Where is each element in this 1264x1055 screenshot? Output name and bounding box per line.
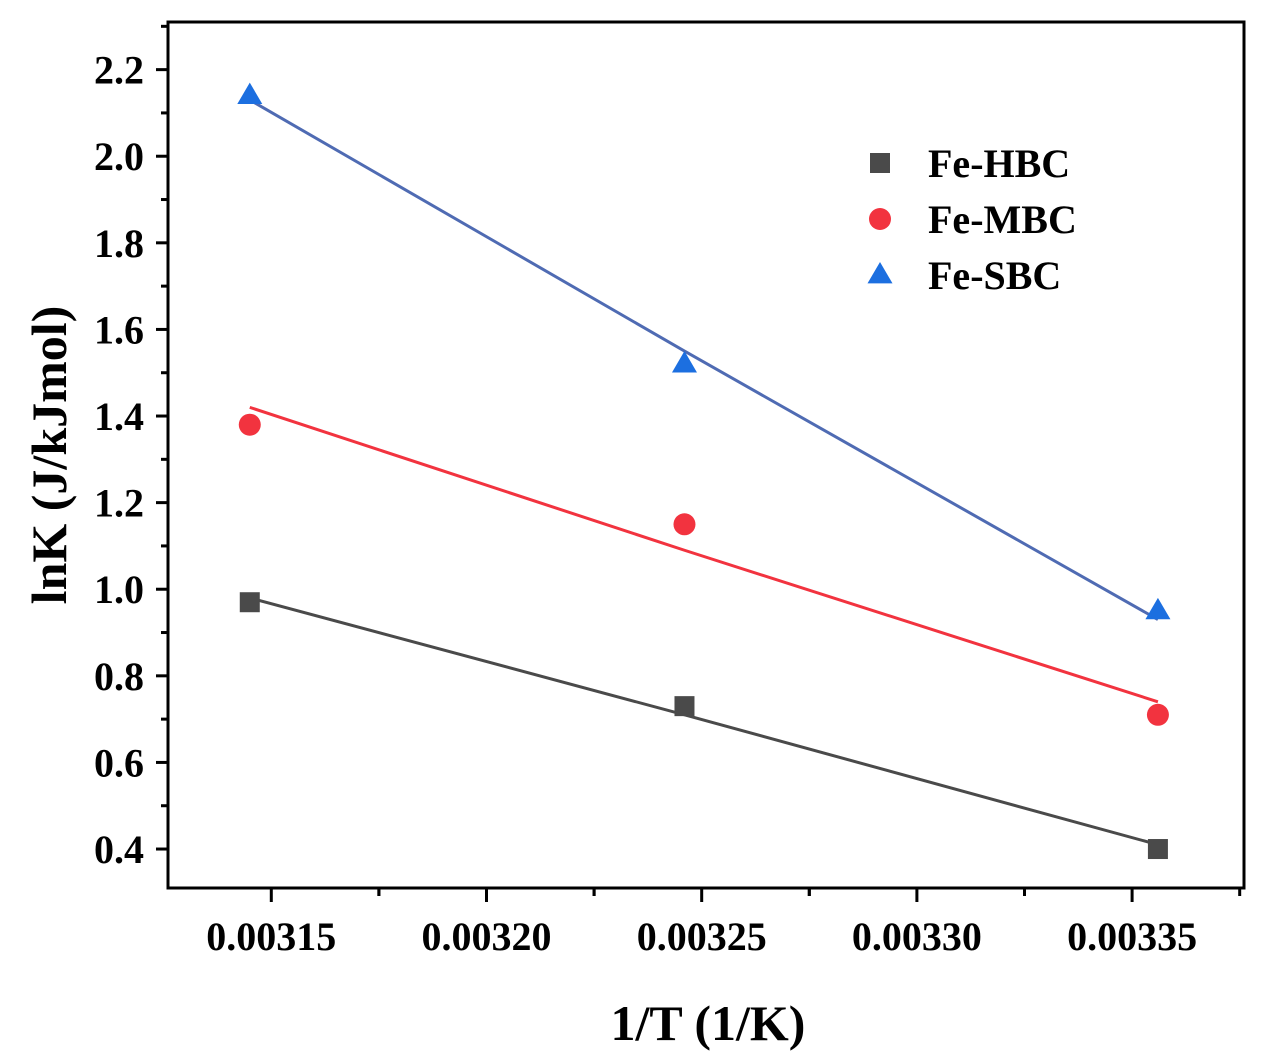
x-tick-label: 0.00320	[421, 914, 551, 959]
legend-marker-fe-mbc	[869, 208, 891, 230]
y-tick-label: 0.4	[94, 827, 144, 872]
data-point-fe-hbc	[1147, 839, 1168, 860]
legend-marker-fe-hbc	[870, 153, 890, 173]
x-tick-label: 0.00335	[1067, 914, 1197, 959]
legend-label-fe-mbc: Fe-MBC	[928, 197, 1077, 242]
plot-frame	[166, 20, 1246, 890]
y-tick-label: 1.6	[94, 307, 144, 352]
data-point-fe-mbc	[673, 513, 696, 536]
y-tick-label: 1.4	[94, 394, 144, 439]
data-point-fe-sbc	[1145, 597, 1171, 620]
legend: Fe-HBC Fe-MBC Fe-SBC	[867, 141, 1077, 298]
y-tick-label: 0.6	[94, 740, 144, 785]
data-point-fe-hbc	[239, 592, 260, 613]
data-point-fe-mbc	[238, 413, 261, 436]
markers	[237, 82, 1171, 860]
y-axis: 0.4 0.6 0.8 1.0 1.2 1.4 1.6 1.8 2.0 2.2	[94, 24, 168, 872]
x-axis-title: 1/T (1/K)	[611, 995, 806, 1051]
legend-label-fe-sbc: Fe-SBC	[928, 253, 1061, 298]
x-tick-label: 0.00315	[206, 914, 336, 959]
y-tick-label: 1.2	[94, 481, 144, 526]
y-tick-label: 0.8	[94, 654, 144, 699]
y-axis-title: lnK (J/kJmol)	[21, 306, 77, 605]
x-tick-label: 0.00330	[852, 914, 982, 959]
data-point-fe-mbc	[1146, 703, 1169, 726]
legend-label-fe-hbc: Fe-HBC	[928, 141, 1070, 186]
legend-marker-fe-sbc	[867, 261, 893, 284]
fit-line-fe-hbc	[249, 596, 1159, 847]
fit-line-fe-mbc	[249, 405, 1159, 704]
y-tick-label: 1.8	[94, 221, 144, 266]
y-tick-label: 2.2	[94, 48, 144, 93]
x-tick-label: 0.00325	[637, 914, 767, 959]
x-axis: 0.00315 0.00320 0.00325 0.00330 0.00335	[206, 888, 1242, 959]
y-tick-label: 2.0	[94, 134, 144, 179]
data-point-fe-hbc	[674, 696, 695, 717]
plot-border	[166, 20, 1246, 890]
data-point-fe-sbc	[237, 82, 263, 105]
y-tick-label: 1.0	[94, 567, 144, 612]
data-point-fe-sbc	[671, 351, 697, 373]
